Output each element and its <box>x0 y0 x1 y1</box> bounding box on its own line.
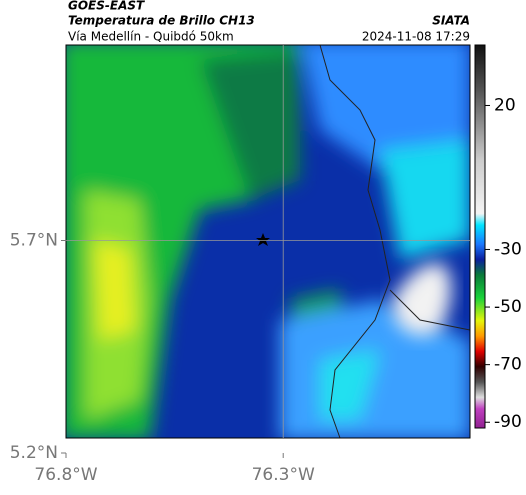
timestamp: 2024-11-08 17:29 <box>362 30 470 44</box>
title: GOES-EAST <box>68 0 145 13</box>
x-tick-label: 76.8°W <box>34 465 97 485</box>
colorbar-label: -70 <box>494 355 522 375</box>
region: Vía Medellín - Quibdó 50km <box>68 30 234 44</box>
colorbar-label: -90 <box>494 412 522 432</box>
x-tick-label: 76.3°W <box>252 465 315 485</box>
satellite-image <box>66 45 470 438</box>
subtitle: Temperatura de Brillo CH13 <box>68 14 255 28</box>
colorbar-label: -50 <box>494 297 522 317</box>
y-tick-label: 5.7°N <box>10 231 58 251</box>
y-tick-label: 5.2°N <box>10 443 58 463</box>
source: SIATA <box>432 14 470 28</box>
colorbar-label: -30 <box>494 239 522 259</box>
colorbar-label: 20 <box>494 95 516 115</box>
